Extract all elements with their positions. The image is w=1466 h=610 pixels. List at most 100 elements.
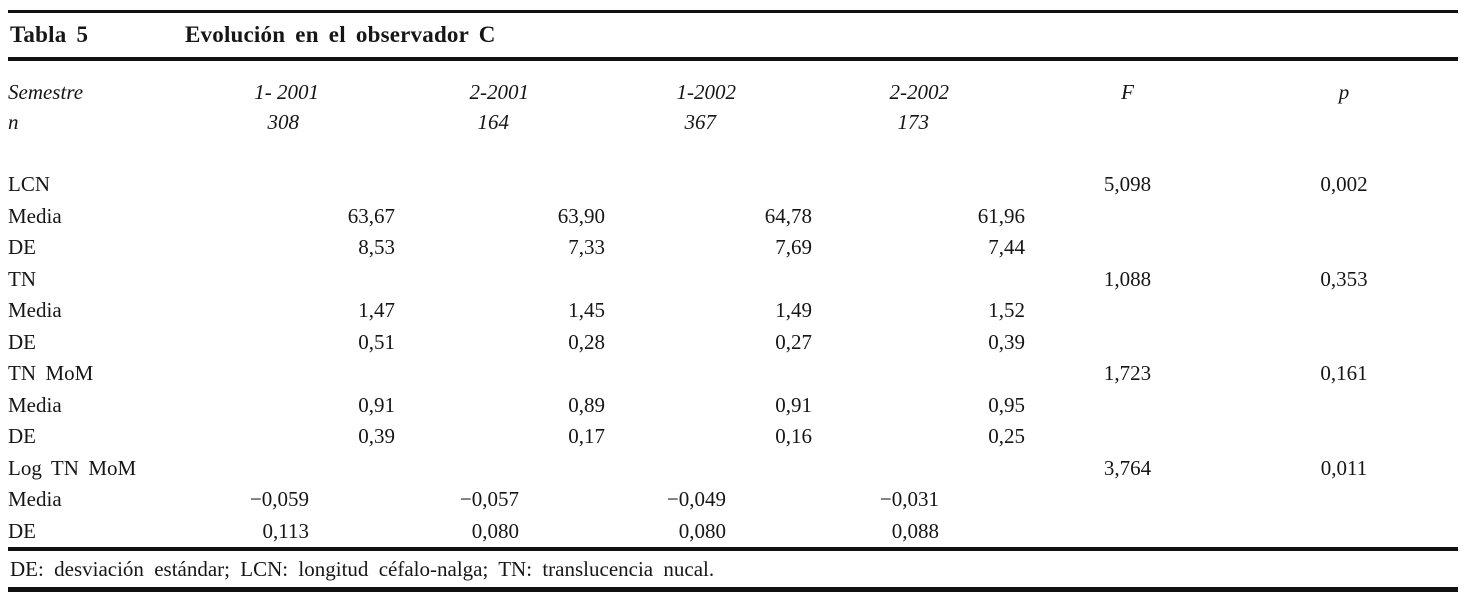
table-label: Tabla 5 [10,22,89,47]
cell-p: 0,353 [1320,266,1368,291]
cell-F [1025,516,1230,548]
table-row: LCN 5,098 0,002 [8,169,1458,201]
cell-value: 308 [267,109,300,134]
cell-value: 0,91 [775,392,812,417]
cell-value [605,453,812,485]
cell-p [1230,390,1458,422]
cell-p: 0,011 [1320,455,1368,480]
cell-value: 1,47 [358,298,395,323]
cell-F: 1,723 [1103,361,1152,386]
cell-F: 5,098 [1103,172,1152,197]
cell-value: 1,52 [988,298,1025,323]
n-row: n 308 164 367 173 [8,107,1458,137]
cell-value: 7,33 [568,235,605,260]
column-header: 2-2001 [469,80,530,104]
column-header: p [1338,80,1350,104]
cell-value: 7,44 [988,235,1025,260]
cell-value: 0,51 [358,329,395,354]
cell-value [185,358,395,390]
row-label: n [8,109,19,134]
cell-value: 367 [684,109,717,134]
data-table: Semestre 1- 2001 2-2001 1-2002 2-2002 F … [8,61,1458,547]
cell-value [812,264,1025,296]
paper-table: Tabla 5 Evolución en el observador C Sem… [8,10,1458,592]
table-caption: Tabla 5 Evolución en el observador C [8,13,1458,57]
cell-value [812,169,1025,201]
cell-value [395,358,605,390]
table-row: DE 0,39 0,17 0,16 0,25 [8,421,1458,453]
table-footnote: DE: desviación estándar; LCN: longitud c… [10,556,715,581]
cell-value: 0,088 [891,518,939,543]
cell-value: 64,78 [764,203,812,228]
cell-value [605,358,812,390]
row-label: Media [8,392,62,417]
footer-rule [8,547,1458,551]
cell-F [1025,484,1230,516]
header-rule [8,57,1458,61]
cell-p: 0,002 [1320,172,1368,197]
cell-value: 0,89 [568,392,605,417]
cell-p [1230,516,1458,548]
cell-F: 3,764 [1103,455,1152,480]
row-label: Media [8,298,62,323]
cell-value: 0,080 [471,518,519,543]
table-row: Media 1,47 1,45 1,49 1,52 [8,295,1458,327]
cell-value [1230,107,1458,137]
table-row: DE 0,51 0,28 0,27 0,39 [8,327,1458,359]
row-label: Media [8,203,62,228]
cell-F [1025,390,1230,422]
cell-F [1025,201,1230,233]
cell-value: −0,057 [459,487,519,512]
cell-value: 173 [897,109,930,134]
row-label: DE [8,518,36,543]
cell-value: 1,45 [568,298,605,323]
cell-F [1025,295,1230,327]
cell-value: 1,49 [775,298,812,323]
cell-value: 0,113 [262,518,309,543]
cell-value [395,264,605,296]
bottom-rule [8,587,1458,592]
column-header: 1- 2001 [254,80,319,104]
column-header-row: Semestre 1- 2001 2-2001 1-2002 2-2002 F … [8,61,1458,107]
cell-value: 7,69 [775,235,812,260]
cell-value: 0,25 [988,424,1025,449]
table-row: Media 63,67 63,90 64,78 61,96 [8,201,1458,233]
cell-value [812,358,1025,390]
cell-value: 63,90 [557,203,605,228]
cell-F [1025,421,1230,453]
cell-value: 61,96 [977,203,1025,228]
table-row: DE 0,113 0,080 0,080 0,088 [8,516,1458,548]
table-row: Log TN MoM 3,764 0,011 [8,453,1458,485]
spacer-row [8,137,1458,169]
cell-value: 63,67 [347,203,395,228]
row-label: Log TN MoM [8,455,137,480]
row-label: DE [8,235,36,260]
cell-value: 0,27 [775,329,812,354]
table-row: Media −0,059 −0,057 −0,049 −0,031 [8,484,1458,516]
row-label: Media [8,487,62,512]
cell-value: 0,95 [988,392,1025,417]
cell-value: 0,39 [988,329,1025,354]
cell-value: 0,080 [678,518,726,543]
cell-value [1025,107,1230,137]
column-header: Semestre [8,80,84,104]
cell-F [1025,232,1230,264]
row-label: DE [8,424,36,449]
cell-F [1025,327,1230,359]
row-label: TN [8,266,36,291]
table-row: DE 8,53 7,33 7,69 7,44 [8,232,1458,264]
cell-value: 0,16 [775,424,812,449]
table-row: TN MoM 1,723 0,161 [8,358,1458,390]
cell-value [395,169,605,201]
cell-value: 164 [477,109,510,134]
cell-p [1230,484,1458,516]
cell-p [1230,421,1458,453]
cell-value: 8,53 [358,235,395,260]
row-label: LCN [8,172,50,197]
cell-p [1230,327,1458,359]
cell-value: −0,049 [666,487,726,512]
cell-value: 0,17 [568,424,605,449]
top-rule [8,10,1458,13]
cell-value [605,169,812,201]
cell-value: 0,39 [358,424,395,449]
